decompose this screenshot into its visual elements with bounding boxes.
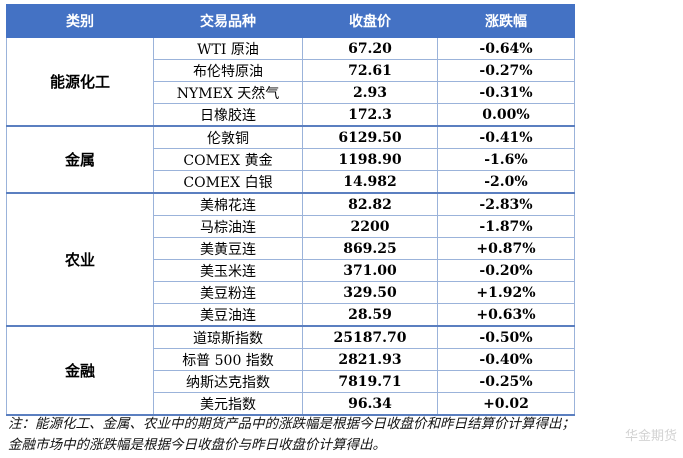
close-price-cell: 6129.50 [302, 126, 438, 149]
futures-quote-table: 类别 交易品种 收盘价 涨跌幅 能源化工 WTI 原油 67.20 -0.64% 布伦特… [6, 4, 575, 416]
close-price-cell: 172.3 [302, 103, 438, 127]
instrument-cell: COMEX 白银 [153, 170, 303, 194]
table-row: 农业 美棉花连 82.82 -2.83% [6, 193, 575, 327]
table-row: COMEX 白银 14.982 -2.0% [7, 170, 575, 194]
close-price-cell: 67.20 [302, 37, 438, 60]
change-pct-cell: -0.41% [437, 126, 575, 149]
table-row: 标普 500 指数 2821.93 -0.40% [7, 348, 575, 371]
instrument-cell: 美黄豆连 [153, 237, 303, 260]
instrument-cell: 伦敦铜 [153, 126, 303, 149]
change-pct-cell: -0.40% [437, 348, 575, 371]
table-row: 布伦特原油 72.61 -0.27% [7, 59, 575, 82]
table-row: 纳斯达克指数 7819.71 -0.25% [7, 370, 575, 393]
category-cell: 金属 [6, 126, 154, 194]
change-pct-cell: +1.92% [437, 281, 575, 304]
change-pct-cell: -0.31% [437, 81, 575, 104]
table-body: 能源化工 WTI 原油 67.20 -0.64% 布伦特原油 72.61 -0.27% NYM… [6, 37, 575, 416]
close-price-cell: 2200 [302, 215, 438, 238]
instrument-cell: 标普 500 指数 [153, 348, 303, 371]
footnote: 注：能源化工、金属、农业中的期货产品中的涨跌幅是根据今日收盘价和昨日结算价计算得… [8, 416, 575, 453]
table-row: COMEX 黄金 1198.90 -1.6% [7, 148, 575, 171]
table-row: 美黄豆连 869.25 +0.87% [7, 237, 575, 260]
change-pct-cell: -1.87% [437, 215, 575, 238]
header-close-price: 收盘价 [302, 4, 438, 38]
change-pct-cell: +0.63% [437, 303, 575, 327]
change-pct-cell: -0.25% [437, 370, 575, 393]
close-price-cell: 2.93 [302, 81, 438, 104]
instrument-cell: 美元指数 [153, 392, 303, 416]
instrument-cell: 美豆油连 [153, 303, 303, 327]
close-price-cell: 371.00 [302, 259, 438, 282]
close-price-cell: 28.59 [302, 303, 438, 327]
change-pct-cell: -0.27% [437, 59, 575, 82]
table-row: 日橡胶连 172.3 0.00% [7, 103, 575, 127]
change-pct-cell: -0.64% [437, 37, 575, 60]
header-change-pct: 涨跌幅 [437, 4, 575, 38]
category-cell: 金融 [6, 326, 154, 416]
close-price-cell: 7819.71 [302, 370, 438, 393]
table-row: NYMEX 天然气 2.93 -0.31% [7, 81, 575, 104]
table-row: 美豆粉连 329.50 +1.92% [7, 281, 575, 304]
table-header-row: 类别 交易品种 收盘价 涨跌幅 [6, 4, 575, 38]
table-row: 马棕油连 2200 -1.87% [7, 215, 575, 238]
header-category: 类别 [6, 4, 154, 38]
instrument-cell: 纳斯达克指数 [153, 370, 303, 393]
table-row: 金属 伦敦铜 6129.50 -0.41% [6, 126, 575, 194]
instrument-cell: 美豆粉连 [153, 281, 303, 304]
close-price-cell: 1198.90 [302, 148, 438, 171]
close-price-cell: 869.25 [302, 237, 438, 260]
instrument-cell: 日橡胶连 [153, 103, 303, 127]
change-pct-cell: +0.02 [437, 392, 575, 416]
instrument-cell: 马棕油连 [153, 215, 303, 238]
instrument-cell: NYMEX 天然气 [153, 81, 303, 104]
close-price-cell: 82.82 [302, 193, 438, 216]
header-instrument: 交易品种 [153, 4, 303, 38]
change-pct-cell: -1.6% [437, 148, 575, 171]
category-cell: 农业 [6, 193, 154, 327]
close-price-cell: 14.982 [302, 170, 438, 194]
close-price-cell: 329.50 [302, 281, 438, 304]
category-cell: 能源化工 [6, 37, 154, 127]
table-row: 能源化工 WTI 原油 67.20 -0.64% [6, 37, 575, 127]
change-pct-cell: -2.0% [437, 170, 575, 194]
instrument-cell: 美棉花连 [153, 193, 303, 216]
table-row: 美玉米连 371.00 -0.20% [7, 259, 575, 282]
watermark: 华金期货 [624, 429, 677, 444]
change-pct-cell: -0.50% [437, 326, 575, 349]
table-row: 美豆油连 28.59 +0.63% [7, 303, 575, 327]
instrument-cell: 美玉米连 [153, 259, 303, 282]
close-price-cell: 72.61 [302, 59, 438, 82]
table-row: 美元指数 96.34 +0.02 [7, 392, 575, 416]
instrument-cell: 道琼斯指数 [153, 326, 303, 349]
change-pct-cell: -0.20% [437, 259, 575, 282]
close-price-cell: 96.34 [302, 392, 438, 416]
change-pct-cell: 0.00% [437, 103, 575, 127]
table-row: 金融 道琼斯指数 25187.70 -0.50% [6, 326, 575, 416]
close-price-cell: 2821.93 [302, 348, 438, 371]
change-pct-cell: +0.87% [437, 237, 575, 260]
change-pct-cell: -2.83% [437, 193, 575, 216]
instrument-cell: COMEX 黄金 [153, 148, 303, 171]
instrument-cell: WTI 原油 [153, 37, 303, 60]
instrument-cell: 布伦特原油 [153, 59, 303, 82]
close-price-cell: 25187.70 [302, 326, 438, 349]
